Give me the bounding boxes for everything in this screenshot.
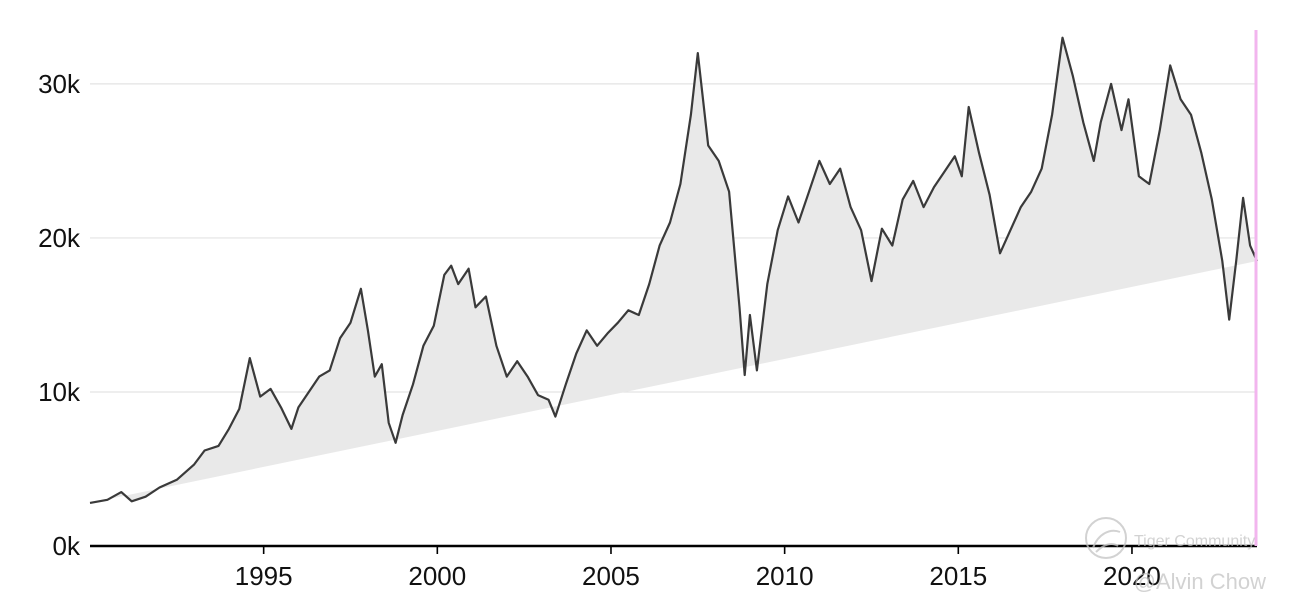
watermark-community-text: Tiger Community — [1134, 533, 1255, 550]
y-tick-label: 0k — [53, 531, 81, 561]
y-tick-label: 10k — [38, 377, 81, 407]
x-tick-label: 2010 — [756, 561, 814, 591]
x-axis-ticks: 1995 2000 2005 2010 2015 2020 — [235, 546, 1161, 591]
x-tick-label: 2000 — [408, 561, 466, 591]
x-tick-label: 2020 — [1103, 561, 1161, 591]
y-tick-label: 30k — [38, 69, 81, 99]
x-tick-label: 2005 — [582, 561, 640, 591]
watermark: Tiger Community @Alvin Chow — [1085, 517, 1266, 594]
tiger-logo-icon — [1085, 517, 1127, 559]
watermark-author-text: @Alvin Chow — [1134, 569, 1266, 594]
y-axis-ticks: 0k 10k 20k 30k — [38, 69, 81, 561]
area-fill — [90, 37, 1257, 503]
series-line — [89, 36, 1259, 504]
x-tick-label: 2015 — [929, 561, 987, 591]
x-tick-label: 1995 — [235, 561, 293, 591]
y-tick-label: 20k — [38, 223, 81, 253]
